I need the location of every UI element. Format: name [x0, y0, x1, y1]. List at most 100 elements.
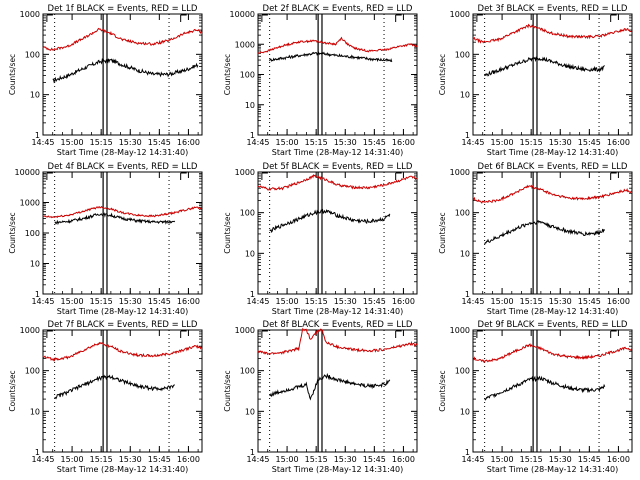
y-tick-label: 1000	[235, 40, 255, 49]
saa-bracket-marker	[610, 330, 617, 338]
panel-det-4: Det 4f BLACK = Events, RED = LLD Counts/s…	[8, 162, 203, 316]
x-tick-label: 16:00	[607, 297, 630, 306]
y-axis-label: Counts/sec	[8, 54, 17, 95]
series-line-events	[484, 56, 605, 77]
series-line-events	[52, 57, 199, 84]
series-line-lld	[42, 27, 203, 52]
x-tick-label: 14:45	[246, 455, 269, 464]
y-tick-label: 1000	[235, 326, 255, 335]
x-tick-label: 15:30	[334, 297, 357, 306]
x-axis-label: Start Time (28-May-12 14:31:40)	[487, 465, 618, 474]
plot-frame	[257, 329, 418, 453]
y-tick-label: 1	[250, 131, 255, 140]
y-tick-label: 100	[25, 50, 40, 59]
y-tick-label: 100	[455, 209, 470, 218]
saa-bracket-marker	[46, 330, 53, 338]
y-tick-label: 1	[35, 448, 40, 457]
x-tick-label: 15:00	[61, 297, 84, 306]
y-axis-label: Counts/sec	[8, 370, 17, 411]
y-tick-label: 10	[245, 407, 255, 416]
saa-bracket-marker	[476, 172, 483, 180]
x-tick-label: 14:45	[461, 455, 484, 464]
x-tick-label: 15:15	[520, 138, 543, 147]
y-tick-label: 1000	[450, 326, 470, 335]
saa-bracket-marker	[261, 172, 268, 180]
panel-det-2: Det 2f BLACK = Events, RED = LLD Counts/s…	[223, 4, 418, 157]
y-tick-label: 1	[250, 448, 255, 457]
y-tick-label: 1	[465, 290, 470, 299]
y-tick-label: 1	[35, 131, 40, 140]
x-tick-label: 16:00	[607, 138, 630, 147]
y-tick-label: 10	[460, 91, 470, 100]
y-tick-label: 100	[25, 229, 40, 238]
y-tick-label: 100	[455, 50, 470, 59]
panel-title: Det 3f BLACK = Events, RED = LLD	[478, 4, 628, 14]
y-tick-label: 10	[245, 101, 255, 110]
panel-det-6: Det 6f BLACK = Events, RED = LLD Counts/s…	[438, 162, 633, 316]
y-tick-label: 100	[25, 367, 40, 376]
x-tick-label: 15:00	[491, 297, 514, 306]
x-tick-label: 15:00	[276, 138, 299, 147]
panel-det-7: Det 7f BLACK = Events, RED = LLD Counts/s…	[8, 320, 203, 474]
panel-title: Det 6f BLACK = Events, RED = LLD	[478, 162, 628, 172]
panel-det-9: Det 9f BLACK = Events, RED = LLD Counts/s…	[438, 320, 633, 474]
y-tick-label: 100	[240, 71, 255, 80]
x-tick-label: 15:30	[119, 297, 142, 306]
x-tick-label: 16:00	[392, 297, 415, 306]
panel-title: Det 4f BLACK = Events, RED = LLD	[48, 162, 198, 172]
y-axis-label: Counts/sec	[438, 370, 447, 411]
x-tick-label: 15:15	[520, 455, 543, 464]
y-tick-label: 1	[35, 290, 40, 299]
x-tick-label: 15:30	[549, 297, 572, 306]
y-tick-label: 10	[30, 407, 40, 416]
x-tick-label: 15:00	[61, 138, 84, 147]
x-tick-label: 15:15	[305, 455, 328, 464]
x-tick-label: 15:15	[90, 138, 113, 147]
y-tick-label: 1000	[235, 168, 255, 177]
panel-det-1: Det 1f BLACK = Events, RED = LLD Counts/s…	[8, 4, 203, 157]
series-line-events	[54, 212, 176, 226]
plot-frame	[42, 171, 203, 295]
x-tick-label: 15:45	[578, 297, 601, 306]
series-line-lld	[472, 184, 633, 204]
x-tick-label: 15:45	[148, 455, 171, 464]
series-line-lld	[257, 173, 417, 191]
y-tick-label: 100	[240, 367, 255, 376]
series-line-lld	[472, 343, 633, 363]
x-tick-label: 15:00	[491, 138, 514, 147]
y-tick-label: 100	[455, 367, 470, 376]
y-axis-label: Counts/sec	[223, 370, 232, 411]
x-tick-label: 14:45	[31, 138, 54, 147]
series-line-lld	[472, 23, 633, 44]
x-axis-label: Start Time (28-May-12 14:31:40)	[272, 307, 403, 316]
x-tick-label: 16:00	[177, 138, 200, 147]
x-tick-label: 14:45	[246, 138, 269, 147]
y-axis-label: Counts/sec	[438, 54, 447, 95]
x-tick-label: 15:15	[90, 297, 113, 306]
plot-frame	[472, 329, 633, 453]
x-tick-label: 14:45	[461, 138, 484, 147]
y-tick-label: 1000	[20, 326, 40, 335]
y-tick-label: 10	[460, 249, 470, 258]
saa-bracket-marker	[476, 330, 483, 338]
panel-det-8: Det 8f BLACK = Events, RED = LLD Counts/s…	[223, 320, 418, 474]
saa-bracket-marker	[610, 14, 617, 22]
x-tick-label: 15:15	[305, 297, 328, 306]
y-tick-label: 1	[465, 448, 470, 457]
x-axis-label: Start Time (28-May-12 14:31:40)	[272, 148, 403, 157]
panel-title: Det 5f BLACK = Events, RED = LLD	[263, 162, 413, 172]
y-tick-label: 1000	[450, 168, 470, 177]
x-tick-label: 15:15	[520, 297, 543, 306]
y-tick-label: 1000	[450, 10, 470, 19]
y-tick-label: 10000	[230, 10, 255, 19]
x-tick-label: 16:00	[607, 455, 630, 464]
panel-title: Det 7f BLACK = Events, RED = LLD	[48, 320, 198, 330]
y-tick-label: 100	[240, 209, 255, 218]
series-line-events	[484, 375, 606, 401]
saa-bracket-marker	[395, 330, 402, 338]
y-tick-label: 1	[250, 290, 255, 299]
y-tick-label: 1000	[20, 10, 40, 19]
x-axis-label: Start Time (28-May-12 14:31:40)	[57, 465, 188, 474]
series-line-events	[54, 374, 175, 400]
saa-bracket-marker	[180, 14, 187, 22]
